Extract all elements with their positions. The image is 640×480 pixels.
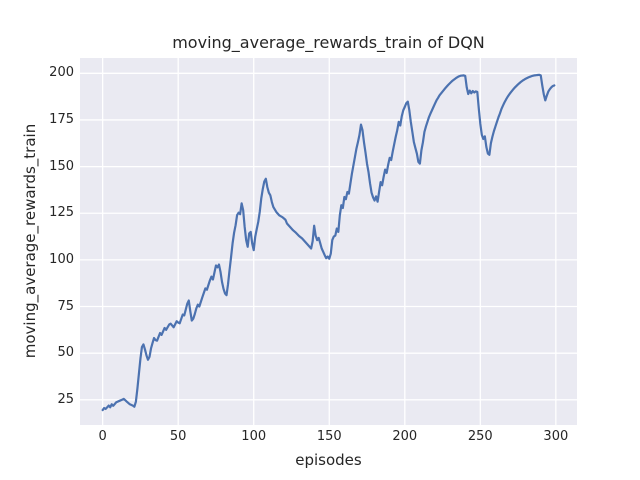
y-tick-label: 200 [49, 65, 74, 81]
series-line [101, 73, 556, 412]
x-axis-label: episodes [295, 451, 362, 469]
chart-title: moving_average_rewards_train of DQN [172, 33, 485, 52]
x-tick-label: 50 [169, 429, 187, 444]
y-tick-label: 75 [57, 298, 74, 314]
y-tick-label: 100 [49, 251, 74, 267]
x-tick-label: 100 [241, 429, 267, 444]
x-tick-label: 300 [543, 429, 569, 444]
x-tick-label: 150 [316, 429, 342, 444]
x-tick-label: 250 [467, 429, 493, 444]
y-axis-label: moving_average_rewards_train [21, 123, 39, 359]
y-tick-label: 50 [57, 345, 74, 361]
y-tick-label: 25 [57, 391, 74, 407]
y-tick-label: 150 [49, 158, 74, 174]
y-tick-label: 125 [49, 205, 74, 221]
plot-area [80, 58, 577, 425]
y-tick-label: 175 [49, 111, 74, 127]
x-tick-label: 0 [98, 429, 107, 444]
x-tick-label: 200 [392, 429, 418, 444]
